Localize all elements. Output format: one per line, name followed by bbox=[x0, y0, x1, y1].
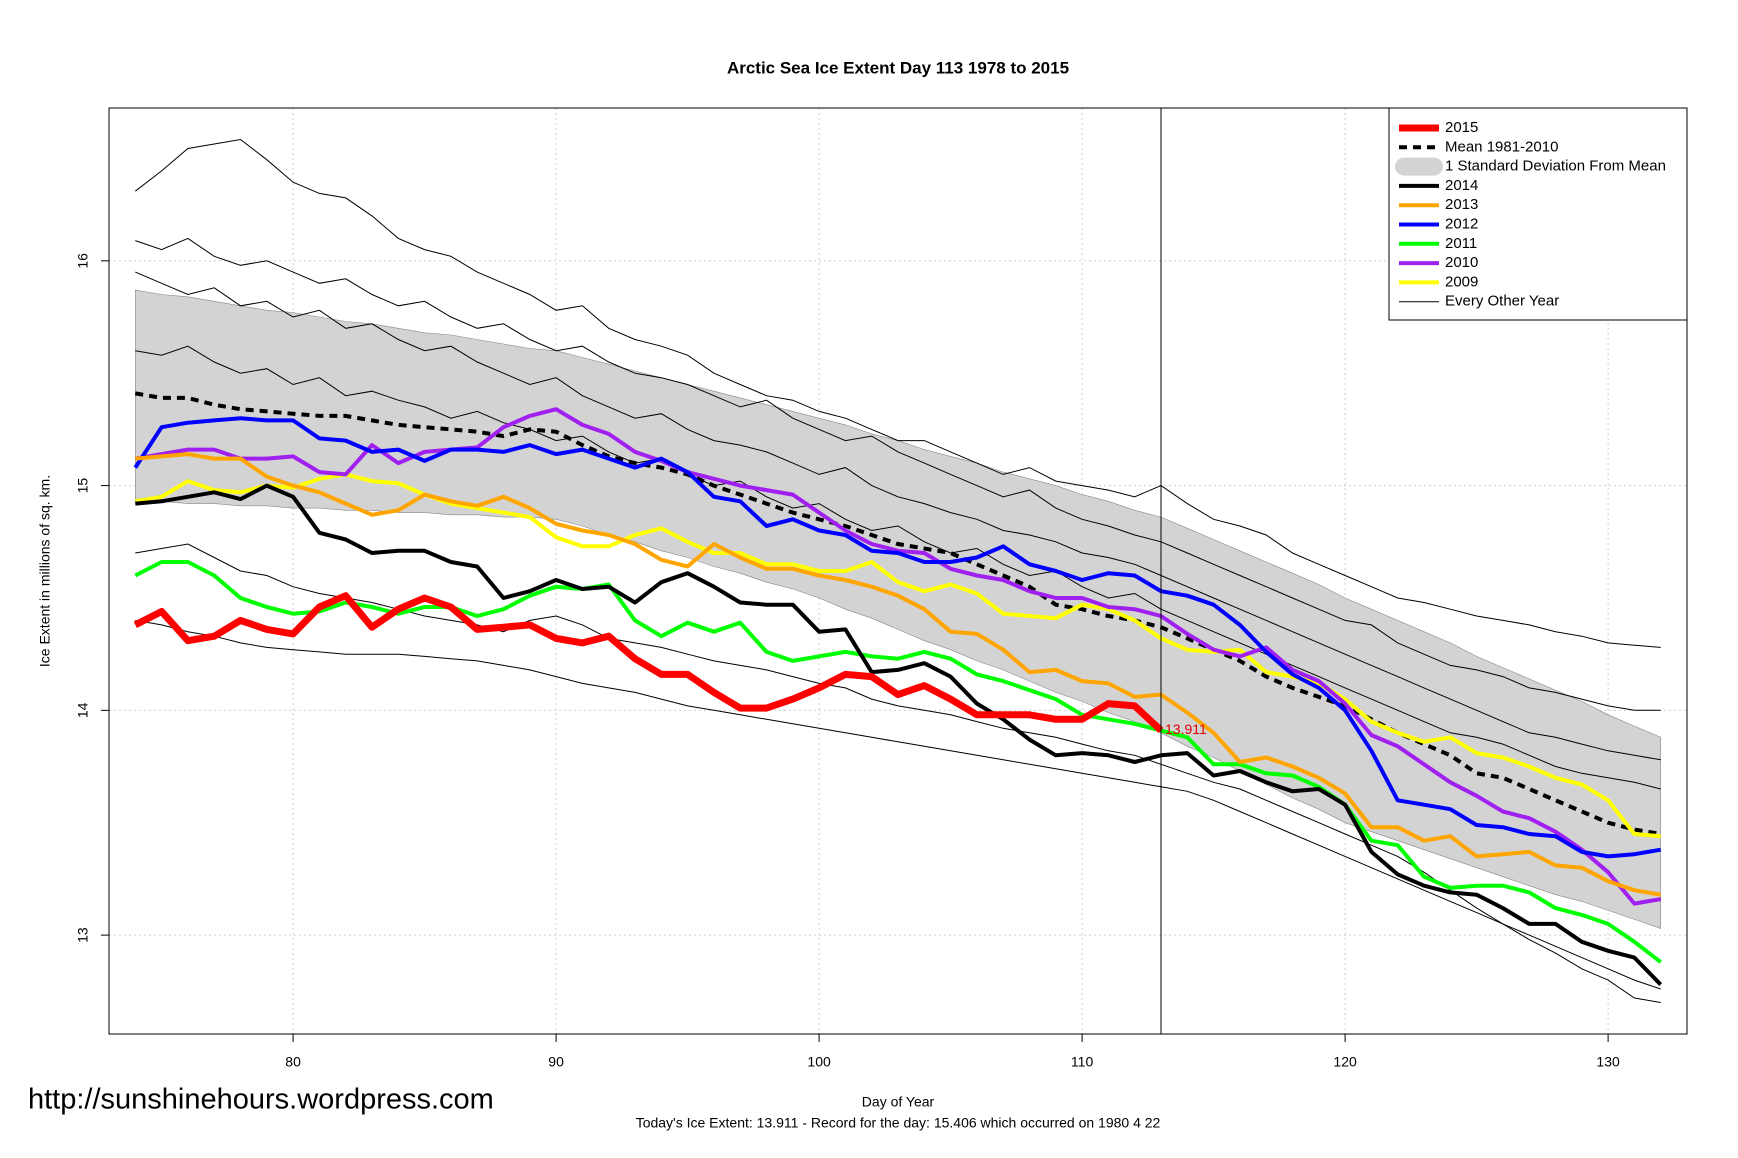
series-line bbox=[133, 592, 1164, 733]
legend-label: 2013 bbox=[1445, 196, 1478, 213]
y-axis-label: Ice Extent in millions of sq. km. bbox=[37, 475, 53, 667]
plot-frame bbox=[108, 107, 1688, 1035]
legend-label: 2010 bbox=[1445, 254, 1478, 271]
y-tick-label: 15 bbox=[75, 478, 91, 494]
caption: Today's Ice Extent: 13.911 - Record for … bbox=[636, 1115, 1161, 1131]
series-line bbox=[134, 407, 1662, 906]
other-year-line bbox=[135, 619, 1661, 990]
x-tick-label: 80 bbox=[285, 1054, 301, 1070]
legend-box bbox=[1388, 107, 1688, 321]
other-year-line bbox=[135, 345, 1661, 790]
chart-title: Arctic Sea Ice Extent Day 113 1978 to 20… bbox=[727, 58, 1069, 77]
x-tick-label: 130 bbox=[1596, 1054, 1620, 1070]
series-line bbox=[133, 416, 1662, 859]
legend-label: Mean 1981-2010 bbox=[1445, 138, 1558, 155]
y-tick-label: 14 bbox=[75, 702, 91, 718]
legend-label: 2014 bbox=[1445, 177, 1478, 194]
series-line bbox=[135, 483, 1663, 986]
x-tick-label: 120 bbox=[1333, 1054, 1357, 1070]
series-line bbox=[135, 452, 1662, 897]
annotation: 13.911 bbox=[1165, 721, 1207, 737]
legend-swatch bbox=[1395, 157, 1443, 176]
sd-band bbox=[135, 289, 1661, 929]
legend-label: 2012 bbox=[1445, 215, 1478, 232]
legend-label: 2011 bbox=[1445, 235, 1477, 252]
other-year-line bbox=[135, 543, 1661, 1003]
x-tick-label: 90 bbox=[548, 1054, 564, 1070]
series-line bbox=[134, 472, 1661, 839]
other-year-line bbox=[135, 271, 1661, 761]
legend-label: Every Other Year bbox=[1445, 293, 1559, 310]
other-year-line bbox=[134, 138, 1661, 648]
legend-label: 2009 bbox=[1445, 273, 1478, 290]
legend: 2015 Mean 1981-2010 1 Standard Deviation F… bbox=[1388, 107, 1688, 321]
other-year-line bbox=[135, 237, 1661, 711]
legend-label: 2015 bbox=[1445, 119, 1478, 136]
legend-label: 1 Standard Deviation From Mean bbox=[1445, 158, 1666, 175]
x-tick-label: 110 bbox=[1071, 1054, 1094, 1070]
x-tick-label: 100 bbox=[807, 1054, 831, 1070]
y-tick-label: 16 bbox=[75, 253, 91, 269]
source-url: http://sunshinehours.wordpress.com bbox=[28, 1084, 494, 1116]
x-axis-label: Day of Year bbox=[862, 1094, 935, 1110]
y-tick-label: 13 bbox=[75, 927, 91, 943]
